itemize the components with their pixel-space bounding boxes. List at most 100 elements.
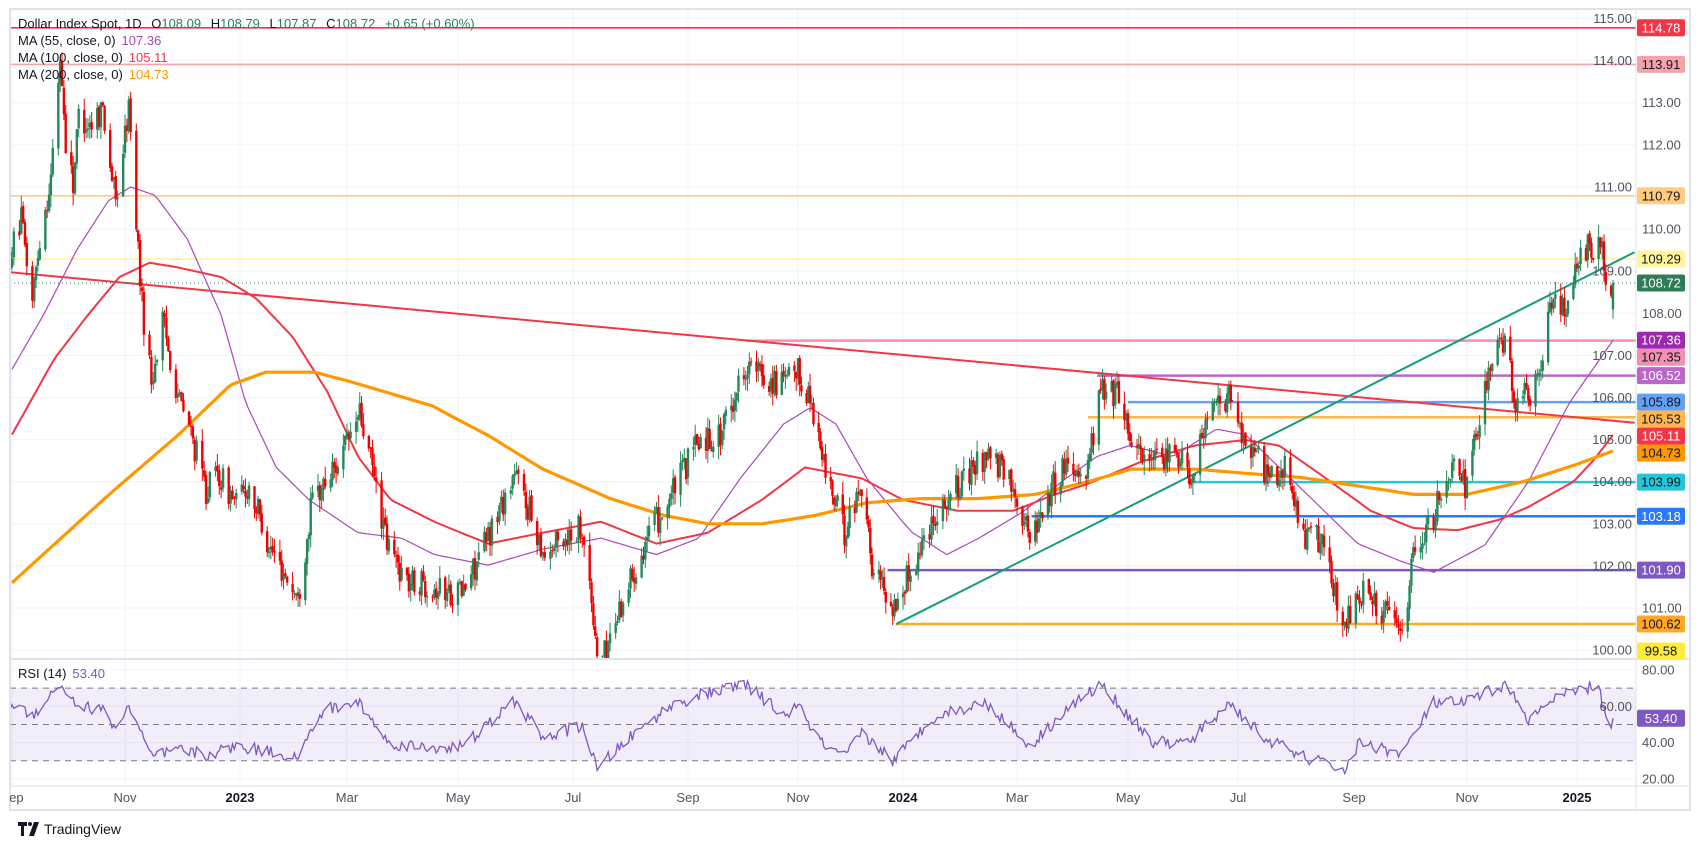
- candle[interactable]: [762, 364, 765, 389]
- candle[interactable]: [1255, 447, 1258, 453]
- candle[interactable]: [500, 490, 503, 513]
- candle[interactable]: [1410, 553, 1413, 593]
- candle[interactable]: [515, 461, 518, 475]
- candle[interactable]: [566, 529, 569, 552]
- candle[interactable]: [318, 481, 321, 513]
- candle[interactable]: [475, 561, 479, 586]
- candle[interactable]: [1024, 512, 1028, 527]
- candle[interactable]: [1104, 383, 1108, 405]
- candle[interactable]: [431, 594, 434, 603]
- candle[interactable]: [354, 411, 358, 444]
- candle[interactable]: [819, 428, 822, 451]
- candle[interactable]: [551, 544, 554, 558]
- candle[interactable]: [5, 252, 7, 293]
- candle[interactable]: [169, 350, 172, 374]
- candle[interactable]: [163, 309, 166, 328]
- candle[interactable]: [1478, 415, 1481, 450]
- candle[interactable]: [216, 453, 219, 482]
- candle[interactable]: [329, 473, 332, 493]
- candle[interactable]: [227, 465, 230, 510]
- candle[interactable]: [1421, 531, 1424, 560]
- candle[interactable]: [771, 366, 774, 406]
- candle[interactable]: [62, 79, 66, 121]
- candle[interactable]: [1008, 469, 1011, 486]
- candle[interactable]: [108, 123, 112, 172]
- candle[interactable]: [291, 571, 294, 601]
- candle[interactable]: [697, 436, 701, 452]
- candle[interactable]: [618, 590, 621, 623]
- candle[interactable]: [955, 463, 958, 499]
- candle[interactable]: [686, 447, 690, 486]
- ma-value-label[interactable]: 107.36: [1637, 331, 1685, 349]
- candle[interactable]: [749, 357, 753, 367]
- candle[interactable]: [60, 52, 64, 87]
- candle[interactable]: [1382, 600, 1385, 634]
- candle[interactable]: [1463, 459, 1467, 511]
- candle[interactable]: [1471, 438, 1474, 481]
- candle[interactable]: [1362, 572, 1365, 614]
- candle[interactable]: [627, 582, 630, 608]
- candle[interactable]: [433, 584, 436, 600]
- candle[interactable]: [581, 533, 584, 548]
- level-label[interactable]: 103.18: [1637, 507, 1685, 525]
- candle[interactable]: [0, 266, 2, 300]
- candle[interactable]: [629, 565, 632, 599]
- candle[interactable]: [1216, 382, 1220, 416]
- candle[interactable]: [342, 433, 345, 478]
- candle[interactable]: [1328, 535, 1331, 574]
- candle[interactable]: [1166, 437, 1169, 473]
- candle[interactable]: [360, 396, 363, 428]
- candle[interactable]: [201, 429, 204, 482]
- candle[interactable]: [1387, 596, 1391, 611]
- candle[interactable]: [336, 464, 340, 477]
- candle[interactable]: [256, 495, 260, 519]
- ma-value-label[interactable]: 105.11: [1637, 427, 1685, 445]
- candle[interactable]: [968, 457, 971, 491]
- candle[interactable]: [1141, 447, 1144, 465]
- candle[interactable]: [12, 227, 16, 266]
- candle[interactable]: [872, 568, 875, 580]
- candle[interactable]: [881, 569, 884, 588]
- candle[interactable]: [805, 389, 808, 406]
- candle[interactable]: [1512, 388, 1516, 409]
- candle[interactable]: [1231, 400, 1234, 402]
- candle[interactable]: [167, 335, 170, 352]
- candle[interactable]: [86, 118, 90, 138]
- candle[interactable]: [1597, 224, 1600, 271]
- candle[interactable]: [140, 278, 144, 302]
- candle[interactable]: [1575, 256, 1579, 273]
- candle[interactable]: [721, 429, 724, 450]
- candle[interactable]: [1579, 239, 1582, 272]
- candle[interactable]: [889, 593, 893, 607]
- candle[interactable]: [425, 591, 429, 608]
- candle[interactable]: [1175, 445, 1178, 458]
- candle[interactable]: [998, 451, 1002, 480]
- candle[interactable]: [331, 453, 334, 487]
- candle[interactable]: [23, 218, 27, 248]
- candle[interactable]: [865, 488, 869, 525]
- candle[interactable]: [244, 478, 247, 508]
- candle[interactable]: [1035, 512, 1039, 544]
- candle[interactable]: [1369, 585, 1372, 601]
- candle[interactable]: [138, 233, 142, 295]
- candle[interactable]: [671, 469, 675, 506]
- candle[interactable]: [1434, 508, 1437, 539]
- rsi-line[interactable]: [0, 678, 1614, 776]
- candle[interactable]: [640, 547, 643, 579]
- candle[interactable]: [485, 527, 488, 552]
- candle[interactable]: [1527, 384, 1530, 407]
- candle[interactable]: [775, 364, 778, 399]
- candle[interactable]: [568, 518, 571, 555]
- candle[interactable]: [1066, 445, 1070, 473]
- candle[interactable]: [1026, 505, 1030, 538]
- candle[interactable]: [1371, 596, 1374, 617]
- candle[interactable]: [393, 531, 396, 558]
- candle[interactable]: [869, 519, 872, 565]
- uptrend-trendline[interactable]: [895, 251, 1636, 625]
- candle[interactable]: [121, 144, 125, 197]
- candle[interactable]: [684, 458, 688, 484]
- candle[interactable]: [422, 565, 425, 582]
- candle[interactable]: [307, 532, 311, 552]
- candle[interactable]: [189, 415, 193, 436]
